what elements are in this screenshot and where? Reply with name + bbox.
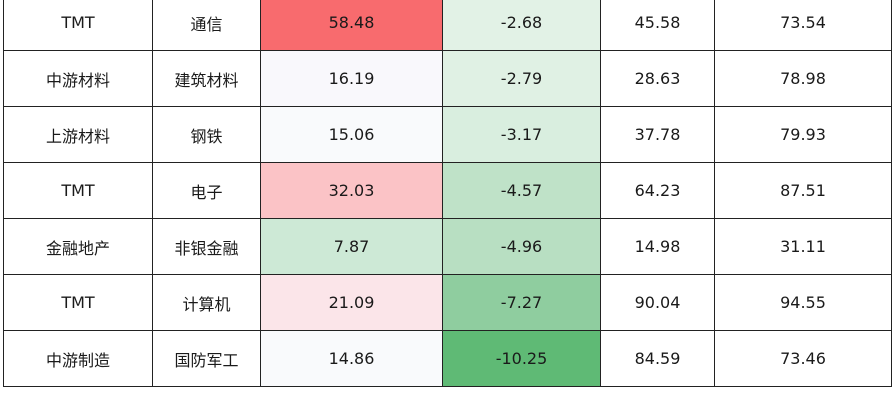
- table-row: TMT 电子 32.03 -4.57 64.23 87.51: [3, 162, 892, 219]
- value4-cell: 87.51: [714, 162, 892, 219]
- value4-cell: 79.93: [714, 106, 892, 163]
- value4-cell: 78.98: [714, 50, 892, 107]
- value4-cell: 94.55: [714, 274, 892, 331]
- value2-cell: -10.25: [442, 330, 601, 387]
- value2-cell: -4.96: [442, 218, 601, 275]
- value1-cell: 15.06: [260, 106, 443, 163]
- industry-cell: 通信: [152, 0, 261, 51]
- value4-cell: 73.46: [714, 330, 892, 387]
- industry-table: TMT 通信 58.48 -2.68 45.58 73.54 中游材料 建筑材料…: [3, 0, 892, 387]
- table-row: 中游制造 国防军工 14.86 -10.25 84.59 73.46: [3, 330, 892, 387]
- value3-cell: 64.23: [600, 162, 715, 219]
- table-row: TMT 通信 58.48 -2.68 45.58 73.54: [3, 0, 892, 51]
- value3-cell: 28.63: [600, 50, 715, 107]
- value2-cell: -7.27: [442, 274, 601, 331]
- group-cell: TMT: [3, 274, 153, 331]
- table-row: 上游材料 钢铁 15.06 -3.17 37.78 79.93: [3, 106, 892, 163]
- table-row: TMT 计算机 21.09 -7.27 90.04 94.55: [3, 274, 892, 331]
- group-cell: TMT: [3, 0, 153, 51]
- industry-cell: 非银金融: [152, 218, 261, 275]
- value3-cell: 90.04: [600, 274, 715, 331]
- value2-cell: -4.57: [442, 162, 601, 219]
- industry-cell: 建筑材料: [152, 50, 261, 107]
- value1-cell: 32.03: [260, 162, 443, 219]
- value1-cell: 14.86: [260, 330, 443, 387]
- industry-cell: 钢铁: [152, 106, 261, 163]
- table-body: TMT 通信 58.48 -2.68 45.58 73.54 中游材料 建筑材料…: [3, 0, 892, 387]
- group-cell: TMT: [3, 162, 153, 219]
- value1-cell: 58.48: [260, 0, 443, 51]
- value3-cell: 37.78: [600, 106, 715, 163]
- industry-cell: 计算机: [152, 274, 261, 331]
- industry-cell: 电子: [152, 162, 261, 219]
- value1-cell: 16.19: [260, 50, 443, 107]
- industry-cell: 国防军工: [152, 330, 261, 387]
- value1-cell: 7.87: [260, 218, 443, 275]
- table-row: 金融地产 非银金融 7.87 -4.96 14.98 31.11: [3, 218, 892, 275]
- value2-cell: -2.79: [442, 50, 601, 107]
- value3-cell: 84.59: [600, 330, 715, 387]
- value2-cell: -2.68: [442, 0, 601, 51]
- group-cell: 金融地产: [3, 218, 153, 275]
- group-cell: 上游材料: [3, 106, 153, 163]
- value2-cell: -3.17: [442, 106, 601, 163]
- value4-cell: 73.54: [714, 0, 892, 51]
- value1-cell: 21.09: [260, 274, 443, 331]
- group-cell: 中游材料: [3, 50, 153, 107]
- group-cell: 中游制造: [3, 330, 153, 387]
- table-row: 中游材料 建筑材料 16.19 -2.79 28.63 78.98: [3, 50, 892, 107]
- value4-cell: 31.11: [714, 218, 892, 275]
- value3-cell: 14.98: [600, 218, 715, 275]
- value3-cell: 45.58: [600, 0, 715, 51]
